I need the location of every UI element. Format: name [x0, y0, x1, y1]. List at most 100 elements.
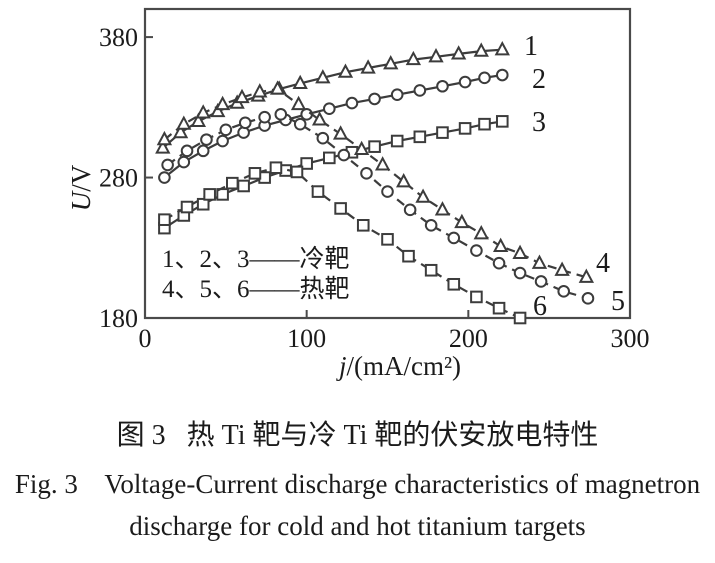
y-tick-label: 180	[99, 304, 138, 333]
curve-1-marker	[172, 123, 189, 139]
curve-5-marker	[424, 219, 438, 232]
curve-3-marker	[390, 134, 404, 148]
curve-3-line	[163, 120, 503, 230]
curve-1-marker	[428, 48, 444, 63]
curve-2-marker	[158, 171, 171, 184]
curve-1-line	[162, 48, 503, 149]
curve-6-marker	[470, 290, 483, 304]
x-axis-title: j/(mA/cm²)	[336, 351, 461, 381]
curve-2-label: 2	[532, 64, 546, 95]
curve-4-marker	[311, 111, 328, 126]
curve-1-marker	[210, 102, 226, 118]
curve-5-marker	[360, 167, 373, 180]
curve-6-marker	[513, 311, 527, 325]
curve-1-marker	[473, 42, 489, 57]
curve-1-marker	[450, 45, 467, 60]
curve-6-marker	[492, 301, 506, 315]
curve-5-marker	[581, 292, 595, 305]
curve-2-marker	[495, 68, 509, 82]
curve-6-marker	[248, 167, 262, 180]
curve-4-marker	[252, 83, 268, 98]
curve-2-marker	[237, 126, 250, 139]
curve-3-marker	[196, 197, 210, 211]
curve-2-marker	[196, 144, 210, 158]
curve-5-marker	[557, 285, 571, 298]
curve-5-marker	[258, 110, 271, 124]
curve-6-marker	[424, 263, 438, 277]
curve-4-marker	[269, 80, 286, 95]
curve-1-label: 1	[524, 31, 538, 62]
curve-3-marker	[323, 151, 336, 165]
plot-border	[143, 7, 632, 320]
curve-5-marker	[447, 231, 461, 245]
y-axis-title: U/V	[66, 164, 96, 211]
curve-5-marker	[219, 123, 233, 137]
curve-4-label: 4	[596, 248, 610, 279]
curve-6-marker	[180, 200, 194, 214]
curve-4-marker	[290, 95, 307, 111]
curve-4-marker	[554, 261, 570, 276]
curve-2-marker	[436, 79, 449, 93]
curve-5-marker	[337, 148, 351, 162]
curve-1-marker	[405, 50, 422, 66]
curve-6-marker	[402, 249, 415, 263]
curve-5-marker	[470, 244, 483, 257]
curve-2-marker	[323, 102, 336, 116]
curve-5-marker	[513, 266, 527, 280]
curve-4-marker	[195, 104, 211, 119]
curve-1-marker	[360, 59, 376, 74]
legend-line-1: 1、2、3——冷靶	[162, 245, 350, 273]
caption-english-line2: discharge for cold and hot titanium targ…	[129, 511, 586, 541]
curve-6-label: 6	[533, 291, 547, 322]
curve-4-marker	[353, 140, 370, 156]
curve-2-marker	[478, 71, 491, 85]
curve-1-marker	[155, 139, 171, 154]
curve-1-marker	[337, 63, 354, 78]
curve-4-marker	[492, 237, 509, 252]
curve-5-marker	[534, 275, 548, 288]
curve-6-marker	[158, 213, 171, 226]
legend-line-2: 4、5、6——热靶	[162, 275, 350, 303]
curve-3-marker	[300, 157, 313, 170]
curve-3-marker	[458, 122, 472, 135]
voltage-current-chart: 180 280 380 0 100 200 300 U/V j/(mA/cm²) 1、2、3——冷…	[66, 7, 650, 381]
curve-1-marker	[315, 69, 331, 84]
x-tick-label: 200	[449, 324, 488, 353]
curve-5-marker	[200, 133, 213, 146]
curve-4-marker	[578, 268, 595, 283]
curve-5-label: 5	[611, 286, 625, 317]
x-tick-label: 300	[611, 324, 650, 353]
curve-2-marker	[368, 92, 381, 106]
curve-3-marker	[368, 140, 381, 153]
curve-3-marker	[237, 179, 250, 193]
curve-3-marker	[413, 130, 427, 144]
y-tick-label: 280	[99, 164, 138, 193]
curve-5-marker	[492, 256, 506, 270]
curve-2-marker	[345, 96, 359, 110]
curve-1-marker	[190, 112, 207, 127]
curve-2-marker	[216, 134, 229, 148]
curve-4-marker	[415, 188, 431, 203]
curve-5-marker	[180, 144, 194, 158]
curve-4-marker	[176, 115, 192, 130]
curve-6-marker	[381, 233, 394, 246]
caption-english-line1: Fig. 3 Voltage-Current discharge charact…	[14, 469, 701, 499]
curve-1-marker	[494, 41, 510, 56]
curve-5-marker	[161, 158, 174, 172]
curve-5-marker	[238, 116, 252, 130]
curve-4-marker	[473, 225, 489, 240]
curve-4-marker	[374, 156, 391, 171]
curve-4-line	[163, 87, 587, 279]
curve-5-marker	[293, 117, 307, 131]
curve-4-marker	[214, 95, 231, 111]
curve-1-marker	[292, 74, 308, 90]
curve-5-marker	[316, 131, 330, 145]
curve-5-marker	[381, 185, 394, 198]
curve-2-marker	[390, 88, 404, 101]
curve-2-marker	[458, 75, 472, 89]
curve-5-marker	[403, 203, 417, 217]
curve-4-marker	[156, 130, 173, 146]
curve-2-marker	[413, 84, 427, 97]
curve-6-marker	[311, 185, 325, 198]
curve-3-label: 3	[532, 107, 546, 138]
